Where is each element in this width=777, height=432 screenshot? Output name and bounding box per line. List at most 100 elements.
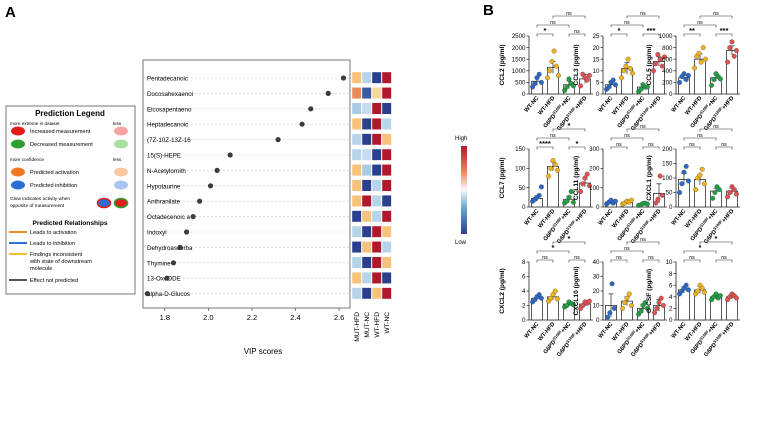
significance-label: * [576,139,579,148]
legend-glow-line2: opposite of measurement [10,203,65,209]
data-point [612,198,618,204]
y-tick-label: 10 [666,259,673,266]
decreased-light-dot [114,139,128,149]
y-tick-label: 0 [596,91,600,98]
panel-label-b: B [483,2,494,19]
heatmap-column-label: WT-HFD [374,312,381,338]
data-point [683,163,689,169]
data-point [696,50,702,56]
data-point [729,39,735,45]
data-point [701,289,707,295]
heatmap-cell [351,210,362,223]
heatmap-cell [351,194,362,207]
data-point [725,59,731,65]
heatmap-cell [371,256,382,269]
vip-point [144,291,150,297]
legend-decreased-label: Decreased measurement [30,142,93,148]
group-label-superscript: S188F [565,105,577,118]
heatmap-cell [351,256,362,269]
heatmap-cell [371,179,382,192]
heatmap-cell [371,287,382,300]
data-point [536,71,542,77]
vip-point [183,229,190,235]
data-point [550,158,556,164]
significance-label: ns [689,142,695,148]
significance-label: ns [648,142,654,148]
data-point [638,86,644,92]
group-label-superscript: S188F [625,329,637,342]
significance-bracket [552,241,586,245]
group-label-suffix: +HFD [574,95,588,111]
data-point [685,178,691,184]
vip-xtick-label: 1.8 [160,313,170,322]
data-point [610,77,616,83]
group-label-superscript: S188F [712,331,724,344]
significance-bracket [536,250,570,254]
significance-label: * [568,234,571,243]
significance-label: ns [624,20,630,26]
significance-label: * [715,234,718,243]
data-point [536,192,542,198]
y-tick-label: 6 [522,274,526,281]
heatmap-cell [381,102,392,115]
group-label-suffix: +HFD [721,321,735,337]
data-point [658,295,664,301]
heatmap-cell [371,194,382,207]
group-label-superscript: S188F [551,216,563,229]
vip-category-label: Pentadecanoic [147,76,188,83]
significance-bracket [568,33,586,37]
data-point [534,75,540,81]
data-point [713,291,719,297]
significance-label: * [699,243,702,252]
heatmap-cell [381,164,392,176]
significance-label: ns [697,20,703,26]
heatmap-cell [351,164,362,176]
group-label-superscript: S188F [639,331,651,344]
significance-bracket [536,24,570,28]
group-label-superscript: S188F [698,103,710,116]
significance-label: ns [640,11,646,17]
heatmap-cell [371,272,382,284]
y-axis-label: CXCL10 (pg/ml) [573,266,580,315]
data-point [644,201,650,207]
data-point [624,295,630,301]
vip-category-label: Dehydroascorba [147,245,193,252]
group-label-superscript: S188F [712,105,724,118]
vip-point [299,121,305,127]
significance-bracket [699,128,733,132]
y-tick-label: 0 [522,317,526,324]
data-point [681,71,687,77]
significance-bracket [626,15,660,19]
significance-bracket [642,146,660,150]
prediction-legend: Prediction Legend more extreme in datase… [5,105,136,295]
group-label-superscript: S188F [625,216,637,229]
y-axis-label: CCL2 (pg/ml) [499,44,506,85]
group-label-text: G6PD [556,342,571,358]
heatmap-cell [351,287,362,300]
heatmap-cell [381,87,392,100]
vip-xtick-label: 2.2 [247,313,257,322]
data-point [621,68,627,74]
legend-glow-line1: Glow indicates activity when [10,196,70,202]
data-point [550,292,556,298]
data-point [622,300,628,306]
data-point [681,169,687,175]
inhibition-light-dot [114,180,128,190]
y-tick-label: 100 [515,166,526,173]
legend-rel-inconsistent-2: with state of downstream [29,259,92,265]
heatmap-cell [381,148,392,161]
significance-bracket [683,24,717,28]
heatmap-cell [381,225,392,238]
group-label-superscript: S188F [712,218,724,231]
data-point [677,79,683,85]
significance-label: ns [640,124,646,130]
data-point [683,77,689,82]
data-point [623,63,629,69]
heatmap-cell [381,210,392,223]
vip-category-label: Anthranilate [147,199,181,206]
vip-point [170,260,177,266]
data-point [654,305,660,311]
group-label-superscript: S188F [551,103,563,116]
